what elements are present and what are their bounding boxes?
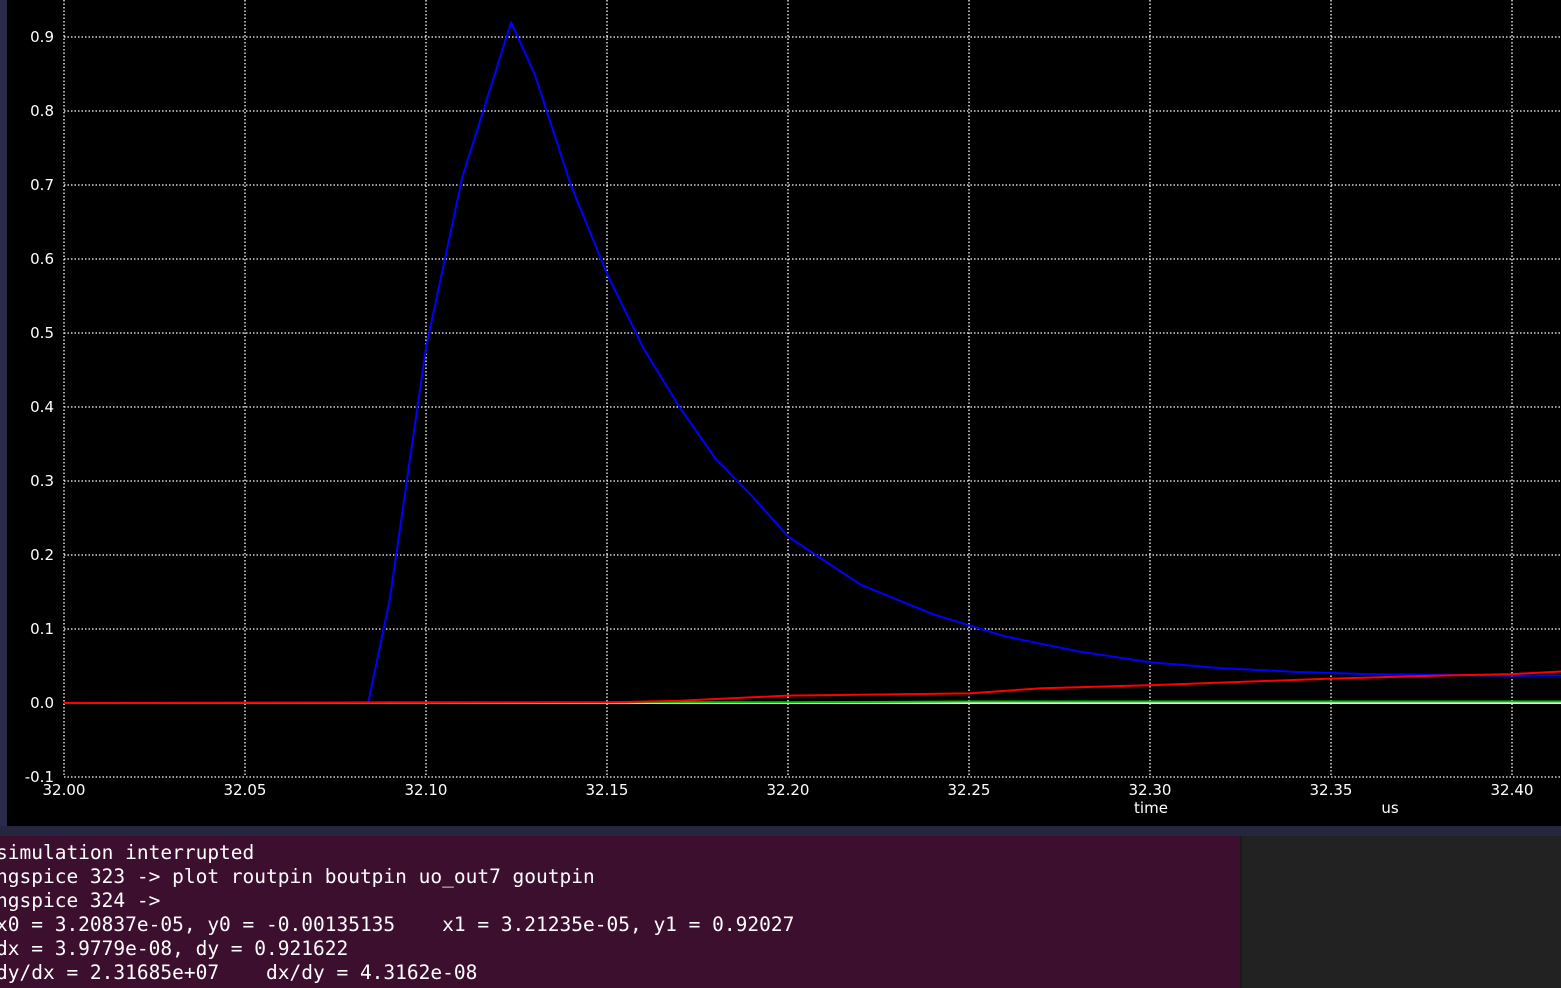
axis-label-layer: 32.00 32.05 32.10 32.15 32.20 32.25 32.30 32.35… xyxy=(25,28,1534,817)
x-tick-label: 32.20 xyxy=(767,781,810,799)
series-layer xyxy=(63,21,1561,704)
x-tick-label: 32.15 xyxy=(586,781,629,799)
y-tick-label: 0.9 xyxy=(30,28,54,46)
series-line xyxy=(64,21,1561,704)
x-tick-label: 32.00 xyxy=(43,781,86,799)
plot-canvas[interactable]: 32.00 32.05 32.10 32.15 32.20 32.25 32.30 32.35… xyxy=(0,0,1561,826)
series-line xyxy=(63,670,1561,704)
x-tick-label: 32.30 xyxy=(1129,781,1172,799)
window-left-edge xyxy=(0,0,7,826)
y-tick-label: -0.1 xyxy=(25,768,54,786)
y-tick-label: 0.3 xyxy=(30,472,54,490)
terminal-line: dy/dx = 2.31685e+07 dx/dy = 4.3162e-08 xyxy=(0,961,478,984)
terminal-line: simulation interrupted xyxy=(0,841,255,864)
terminal-line: dx = 3.9779e-08, dy = 0.921622 xyxy=(0,937,349,960)
y-tick-label: 0.4 xyxy=(30,398,54,416)
ngspice-terminal[interactable]: simulation interrupted ngspice 323 -> pl… xyxy=(0,836,1240,988)
y-tick-label: 0.7 xyxy=(30,176,54,194)
pane-separator[interactable] xyxy=(0,826,1561,836)
x-axis-unit: us xyxy=(1381,799,1399,817)
x-axis-label: time xyxy=(1134,799,1168,817)
side-panel xyxy=(1240,836,1561,988)
terminal-line: ngspice 324 -> xyxy=(0,889,161,912)
x-tick-label: 32.10 xyxy=(405,781,448,799)
y-tick-label: 0.0 xyxy=(30,694,54,712)
grid-layer xyxy=(63,0,1561,778)
x-tick-label: 32.25 xyxy=(948,781,991,799)
y-tick-label: 0.6 xyxy=(30,250,54,268)
y-tick-label: 0.2 xyxy=(30,546,54,564)
y-tick-label: 0.5 xyxy=(30,324,54,342)
plot-window[interactable]: 32.00 32.05 32.10 32.15 32.20 32.25 32.30 32.35… xyxy=(0,0,1561,826)
x-tick-label: 32.40 xyxy=(1491,781,1534,799)
x-tick-label: 32.05 xyxy=(224,781,267,799)
y-tick-label: 0.1 xyxy=(30,620,54,638)
x-tick-label: 32.35 xyxy=(1310,781,1353,799)
terminal-line: x0 = 3.20837e-05, y0 = -0.00135135 x1 = … xyxy=(0,913,795,936)
terminal-line: ngspice 323 -> plot routpin boutpin uo_o… xyxy=(0,865,595,888)
y-tick-label: 0.8 xyxy=(30,102,54,120)
